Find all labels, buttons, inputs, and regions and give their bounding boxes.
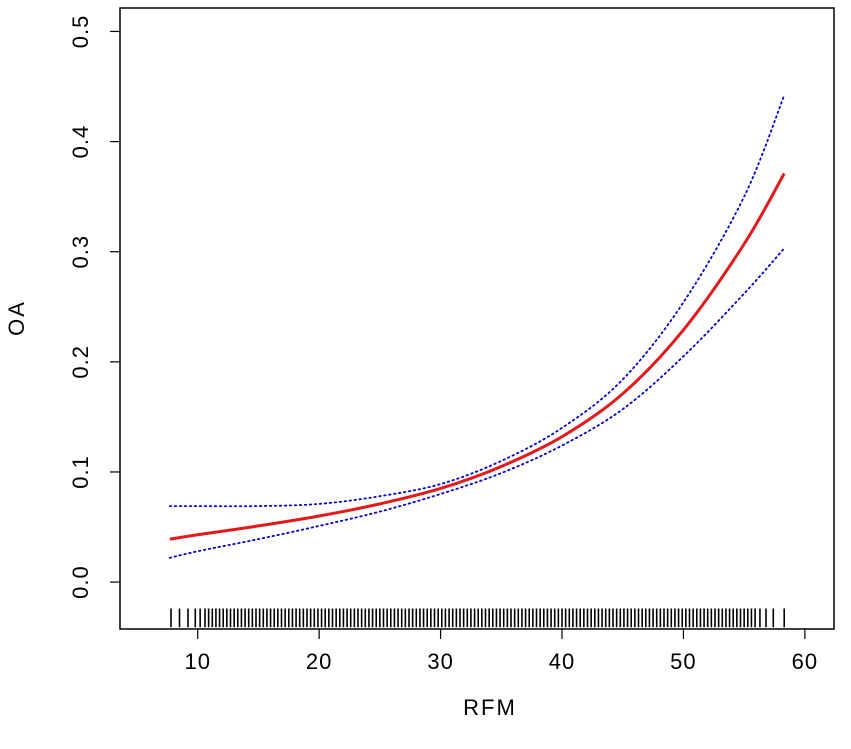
x-tick-label: 30 xyxy=(427,649,453,674)
series-layer xyxy=(168,94,786,559)
x-tick-label: 40 xyxy=(549,649,575,674)
y-axis-title: OA xyxy=(4,300,29,336)
series-line-estimate xyxy=(169,172,786,541)
y-tick-label: 0.2 xyxy=(68,345,93,379)
y-tick-label: 0.3 xyxy=(68,235,93,269)
x-axis: 10 20 30 40 50 60 xyxy=(184,629,818,674)
y-axis: 0.0 0.1 0.2 0.3 0.4 0.5 xyxy=(68,15,120,599)
y-tick-label: 0.4 xyxy=(68,125,93,159)
x-tick-label: 60 xyxy=(792,649,818,674)
y-tick-label: 0.1 xyxy=(68,455,93,489)
x-axis-title: RFM xyxy=(463,695,517,720)
x-tick-label: 10 xyxy=(184,649,210,674)
series-line-upper-ci xyxy=(168,94,786,508)
x-tick-label: 20 xyxy=(306,649,332,674)
plot-frame xyxy=(119,7,835,630)
rug xyxy=(170,608,786,628)
series-line-lower-ci xyxy=(168,247,786,559)
y-tick-label: 0.5 xyxy=(68,15,93,49)
x-tick-label: 50 xyxy=(670,649,696,674)
y-tick-label: 0.0 xyxy=(68,565,93,599)
